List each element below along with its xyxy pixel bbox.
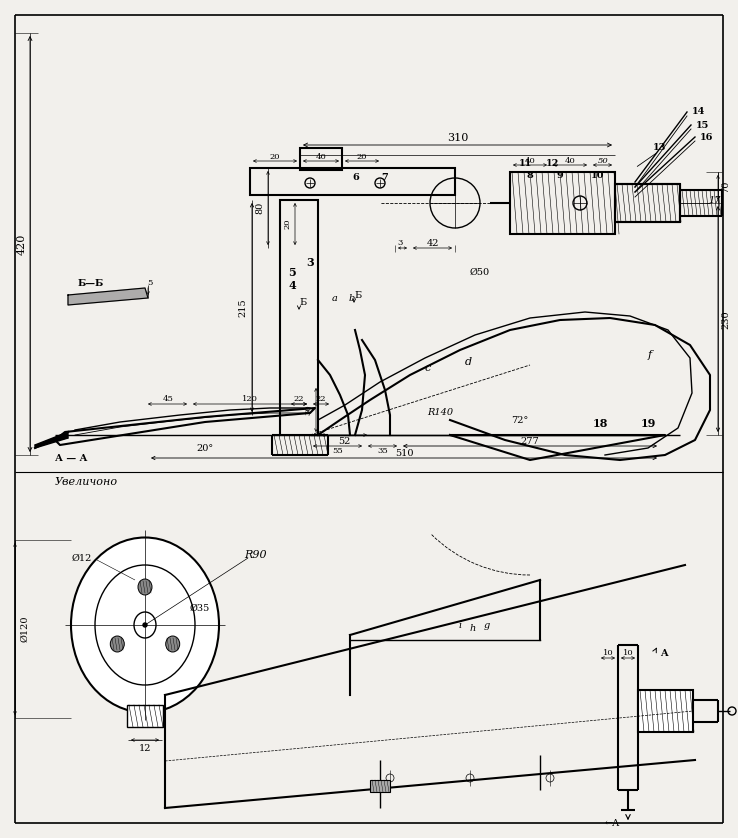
Text: Ø12: Ø12 <box>72 554 92 562</box>
Text: 4: 4 <box>288 280 296 291</box>
Text: 14: 14 <box>692 107 706 116</box>
Text: Ø50: Ø50 <box>470 267 490 277</box>
Text: 16: 16 <box>700 132 714 142</box>
Text: c: c <box>425 363 431 373</box>
Text: Б: Б <box>300 297 306 307</box>
Ellipse shape <box>166 636 180 652</box>
Text: Б—Б: Б—Б <box>78 278 104 287</box>
Text: 5: 5 <box>288 266 296 277</box>
Bar <box>638 690 693 732</box>
Text: 6: 6 <box>353 173 359 182</box>
Text: 10: 10 <box>623 649 633 657</box>
Text: 40: 40 <box>316 153 326 161</box>
Text: h: h <box>470 623 476 633</box>
Text: 20°: 20° <box>196 443 213 453</box>
Text: 22: 22 <box>316 395 326 403</box>
Text: f: f <box>648 350 652 360</box>
Text: b: b <box>349 293 355 303</box>
Text: 55: 55 <box>333 447 343 455</box>
Text: ←A: ←A <box>604 819 620 827</box>
Text: Увеличоно: Увеличоно <box>55 477 118 487</box>
Text: 215: 215 <box>238 298 247 318</box>
Ellipse shape <box>110 636 124 652</box>
Text: Ø120: Ø120 <box>21 616 30 642</box>
Text: 230: 230 <box>722 311 731 329</box>
Bar <box>280 200 318 435</box>
Bar <box>510 172 615 234</box>
Text: A: A <box>660 649 668 658</box>
Text: Б: Б <box>354 291 362 299</box>
Text: 510: 510 <box>395 448 413 458</box>
Text: 30: 30 <box>304 405 312 416</box>
Ellipse shape <box>71 537 219 712</box>
Text: 8: 8 <box>527 170 534 179</box>
Text: 35: 35 <box>378 447 388 455</box>
Text: R90: R90 <box>244 550 266 560</box>
Bar <box>127 705 163 727</box>
Polygon shape <box>68 288 148 305</box>
Text: 40: 40 <box>565 157 576 165</box>
Text: 40: 40 <box>525 157 535 165</box>
Text: 50: 50 <box>598 157 608 165</box>
Bar <box>300 148 342 170</box>
Text: 15: 15 <box>697 121 710 130</box>
Text: 22: 22 <box>294 395 304 403</box>
Text: 45: 45 <box>162 395 173 403</box>
Text: i: i <box>458 620 461 629</box>
Text: 9: 9 <box>556 170 563 179</box>
Circle shape <box>143 623 147 627</box>
Text: 72°: 72° <box>511 416 528 425</box>
Text: 80: 80 <box>255 202 264 215</box>
Text: 5: 5 <box>148 279 153 287</box>
Text: 420: 420 <box>17 233 27 255</box>
Text: 7: 7 <box>382 173 388 182</box>
Text: 3: 3 <box>397 239 403 247</box>
Text: 20: 20 <box>283 219 291 230</box>
Text: А — А: А — А <box>55 453 88 463</box>
Text: 11: 11 <box>518 158 531 168</box>
Text: 10: 10 <box>603 649 613 657</box>
Text: 20: 20 <box>356 153 368 161</box>
Text: 17: 17 <box>708 195 721 204</box>
Text: 52: 52 <box>338 437 351 446</box>
Text: 42: 42 <box>427 239 439 247</box>
Text: 70: 70 <box>722 181 731 194</box>
Bar <box>250 168 455 195</box>
Text: d: d <box>464 357 472 367</box>
Text: Ø35: Ø35 <box>190 603 210 613</box>
Polygon shape <box>35 432 68 448</box>
Text: 19: 19 <box>641 417 655 428</box>
Text: 277: 277 <box>520 437 539 446</box>
Text: 3: 3 <box>306 256 314 267</box>
Text: 120: 120 <box>242 395 258 403</box>
Bar <box>615 184 680 222</box>
Text: R140: R140 <box>427 407 453 416</box>
Ellipse shape <box>138 579 152 595</box>
Text: 12: 12 <box>139 743 151 753</box>
Bar <box>370 780 390 792</box>
Text: 20: 20 <box>270 153 280 161</box>
Text: g: g <box>484 620 490 629</box>
Text: 13: 13 <box>653 143 666 153</box>
Text: 310: 310 <box>447 133 469 143</box>
Text: 10: 10 <box>591 170 604 179</box>
Text: 18: 18 <box>593 417 607 428</box>
Text: a: a <box>332 293 338 303</box>
Text: 12: 12 <box>546 158 559 168</box>
